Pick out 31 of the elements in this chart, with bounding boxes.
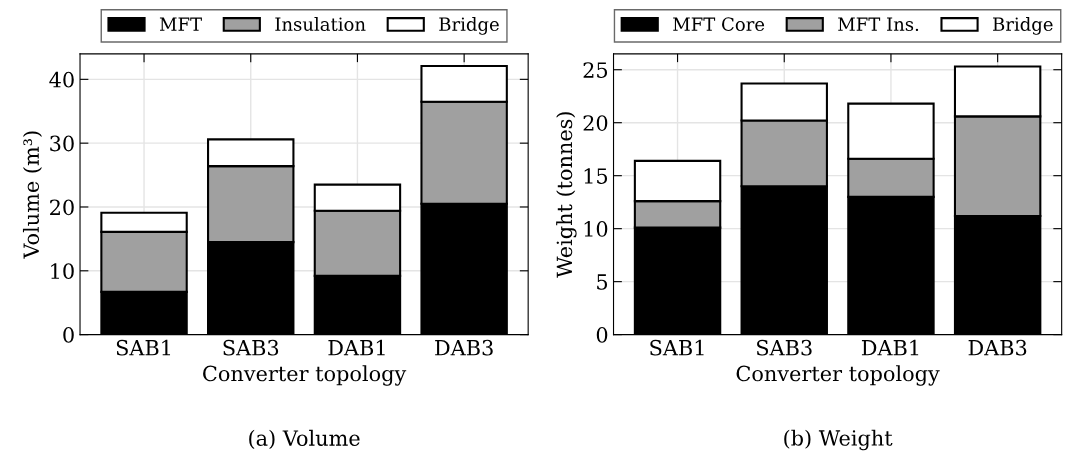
legend-label: Bridge [993, 17, 1053, 35]
y-tick-label: 0 [596, 327, 608, 343]
text: (b) Weight [784, 429, 893, 451]
x-tick-label: DAB1 [861, 339, 919, 356]
legend-label: MFT [159, 17, 202, 31]
x-tick-label: SAB3 [223, 339, 279, 356]
legend-label: MFT Ins. [838, 17, 919, 32]
y-tick-label: 30 [50, 135, 74, 152]
y-tick-label: 40 [49, 71, 74, 88]
y-tick-label: 5 [597, 274, 608, 290]
legend-label: Bridge [439, 17, 499, 35]
y-axis-title: Volume (m³) [22, 131, 43, 259]
x-axis-title: Converter topology [203, 365, 407, 386]
legend-label: MFT Core [673, 17, 765, 32]
x-tick-label: DAB1 [328, 339, 385, 356]
x-tick-label: DAB3 [435, 339, 493, 356]
x-tick-label: SAB1 [116, 339, 171, 356]
y-tick-label: 10 [584, 221, 608, 237]
legend-label: Insulation [275, 17, 366, 32]
x-tick-label: DAB3 [968, 339, 1027, 356]
x-tick-label: SAB3 [757, 339, 812, 356]
text: (a) Volume [249, 429, 360, 449]
x-tick-label: SAB1 [650, 339, 704, 356]
y-tick-label: 20 [50, 199, 74, 216]
y-tick-label: 0 [63, 327, 74, 343]
y-axis-title: Weight (tonnes) [556, 112, 577, 278]
y-tick-label: 25 [583, 62, 608, 78]
y-tick-label: 10 [51, 263, 74, 280]
y-tick-label: 15 [584, 168, 608, 184]
y-tick-label: 20 [583, 115, 608, 131]
x-axis-title: Converter topology [736, 365, 940, 386]
